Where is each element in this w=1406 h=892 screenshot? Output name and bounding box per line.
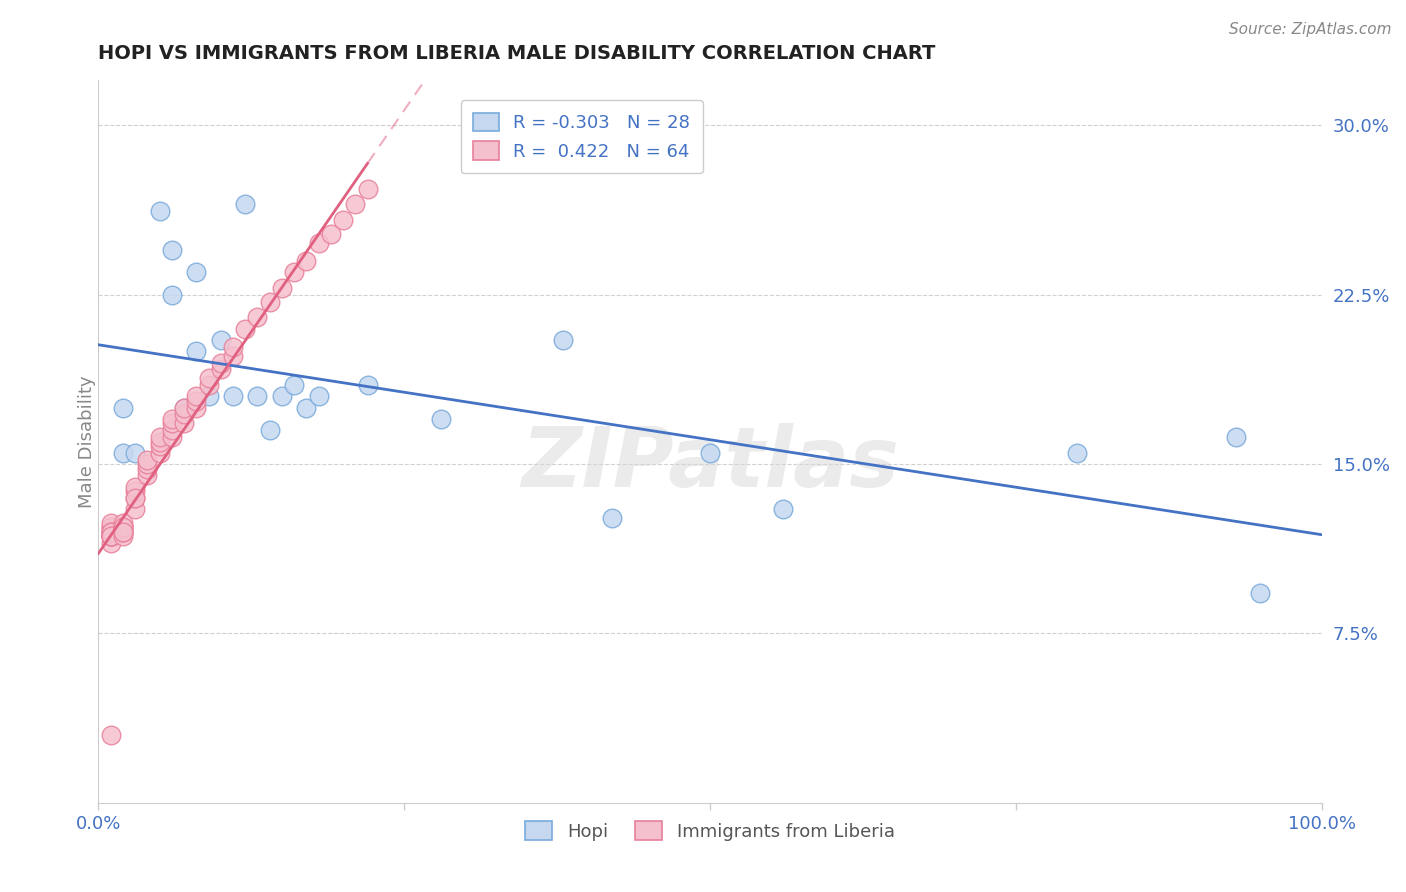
Point (600, 511, 623, 525)
Point (246, 389, 269, 403)
Point (222, 340, 245, 354)
Text: Source: ZipAtlas.com: Source: ZipAtlas.com (1229, 22, 1392, 37)
Point (149, 434, 172, 449)
Point (124, 484, 146, 499)
Point (160, 243, 183, 257)
Point (259, 294, 281, 309)
Point (111, 524, 134, 539)
Point (111, 446, 134, 460)
Point (197, 371, 219, 385)
Point (173, 408, 195, 422)
Point (111, 524, 134, 539)
Point (111, 524, 134, 539)
Point (233, 321, 256, 335)
Point (111, 401, 134, 415)
Point (283, 265, 305, 279)
Point (160, 287, 183, 301)
Point (100, 529, 122, 543)
Point (319, 227, 342, 241)
Point (100, 529, 122, 543)
Point (173, 417, 195, 431)
Point (332, 213, 354, 227)
Point (186, 265, 208, 279)
Text: ZIPatlas: ZIPatlas (522, 423, 898, 504)
Point (100, 524, 122, 539)
Point (699, 446, 721, 460)
Point (356, 378, 378, 392)
Point (270, 281, 294, 295)
Point (356, 181, 378, 195)
Point (136, 461, 159, 475)
Point (173, 401, 195, 415)
Point (209, 355, 232, 369)
Point (259, 423, 281, 437)
Point (136, 468, 159, 483)
Y-axis label: Male Disability: Male Disability (79, 376, 96, 508)
Point (136, 452, 159, 467)
Point (124, 502, 146, 516)
Point (111, 516, 134, 530)
Point (100, 524, 122, 539)
Point (186, 389, 208, 403)
Legend: Hopi, Immigrants from Liberia: Hopi, Immigrants from Liberia (519, 814, 901, 848)
Point (160, 423, 183, 437)
Point (308, 389, 330, 403)
Point (136, 457, 159, 471)
Point (100, 529, 122, 543)
Point (197, 378, 219, 392)
Point (124, 491, 146, 505)
Point (160, 430, 183, 444)
Point (160, 417, 183, 431)
Point (160, 412, 183, 426)
Point (149, 446, 172, 460)
Point (100, 536, 122, 550)
Text: HOPI VS IMMIGRANTS FROM LIBERIA MALE DISABILITY CORRELATION CHART: HOPI VS IMMIGRANTS FROM LIBERIA MALE DIS… (98, 45, 936, 63)
Point (222, 389, 245, 403)
Point (100, 516, 122, 530)
Point (111, 520, 134, 534)
Point (100, 524, 122, 539)
Point (100, 728, 122, 742)
Point (100, 520, 122, 534)
Point (1225, 430, 1247, 444)
Point (772, 502, 794, 516)
Point (124, 446, 146, 460)
Point (111, 520, 134, 534)
Point (124, 480, 146, 494)
Point (111, 524, 134, 539)
Point (111, 520, 134, 534)
Point (344, 197, 367, 211)
Point (283, 378, 305, 392)
Point (295, 253, 318, 268)
Point (197, 389, 219, 403)
Point (149, 204, 172, 219)
Point (149, 430, 172, 444)
Point (222, 349, 245, 363)
Point (100, 524, 122, 539)
Point (149, 439, 172, 453)
Point (100, 520, 122, 534)
Point (430, 412, 453, 426)
Point (124, 491, 146, 505)
Point (173, 401, 195, 415)
Point (295, 401, 318, 415)
Point (186, 401, 208, 415)
Point (209, 362, 232, 376)
Point (209, 333, 232, 347)
Point (111, 520, 134, 534)
Point (1249, 586, 1271, 600)
Point (111, 529, 134, 543)
Point (186, 344, 208, 359)
Point (100, 529, 122, 543)
Point (186, 393, 208, 408)
Point (1066, 446, 1088, 460)
Point (270, 389, 294, 403)
Point (233, 197, 256, 211)
Point (553, 333, 575, 347)
Point (246, 310, 269, 325)
Point (308, 235, 330, 250)
Point (100, 529, 122, 543)
